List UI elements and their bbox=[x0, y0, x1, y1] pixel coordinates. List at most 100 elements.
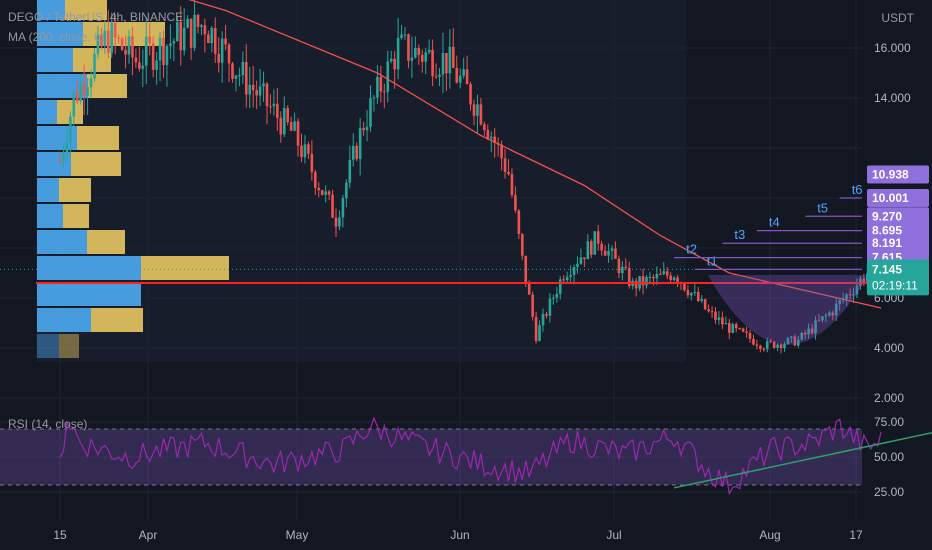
candle-down bbox=[179, 21, 183, 51]
candle-down bbox=[317, 187, 321, 191]
candle-up bbox=[441, 53, 445, 75]
candle-down bbox=[707, 309, 710, 312]
target-label-t2: t2 bbox=[686, 242, 697, 257]
candle-down bbox=[745, 331, 748, 333]
candle-up bbox=[410, 57, 414, 61]
candle-down bbox=[817, 320, 821, 322]
candle-down bbox=[269, 106, 272, 108]
target-label-t6: t6 bbox=[852, 182, 863, 197]
time-axis-tick: Jul bbox=[606, 528, 621, 542]
candle-up bbox=[258, 86, 262, 96]
candle-down bbox=[203, 25, 207, 35]
candle-down bbox=[534, 316, 538, 341]
candle-countdown-label: 02:19:11 bbox=[872, 278, 918, 292]
candle-up bbox=[241, 61, 245, 76]
candle-down bbox=[120, 38, 124, 50]
volume-profile-bar-up bbox=[37, 152, 71, 176]
volume-profile-bar-up bbox=[37, 0, 65, 20]
candle-down bbox=[517, 210, 521, 234]
candle-down bbox=[483, 124, 486, 130]
candle-down bbox=[148, 36, 151, 44]
candle-up bbox=[690, 292, 693, 296]
candle-up bbox=[358, 127, 362, 160]
candle-down bbox=[848, 294, 852, 296]
candle-down bbox=[286, 108, 289, 123]
candle-up bbox=[855, 285, 859, 295]
candle-up bbox=[210, 27, 214, 44]
rsi-line bbox=[59, 416, 882, 496]
candle-down bbox=[75, 92, 79, 102]
candle-up bbox=[814, 320, 817, 334]
candle-down bbox=[759, 345, 762, 349]
rsi-axis-tick: 50.00 bbox=[874, 450, 904, 464]
target-price-label: 10.001 bbox=[872, 191, 909, 205]
candle-down bbox=[107, 30, 110, 53]
candle-up bbox=[790, 336, 793, 339]
candle-down bbox=[320, 190, 324, 195]
candle-down bbox=[196, 14, 200, 27]
rsi-trendline bbox=[673, 431, 932, 489]
candle-down bbox=[728, 323, 731, 333]
candle-up bbox=[824, 315, 828, 317]
candle-down bbox=[676, 277, 679, 283]
candle-up bbox=[662, 271, 666, 275]
candle-up bbox=[72, 92, 76, 117]
candle-down bbox=[265, 83, 269, 107]
candle-down bbox=[710, 311, 714, 313]
candle-up bbox=[648, 276, 652, 278]
candle-down bbox=[307, 144, 310, 154]
candle-down bbox=[683, 283, 686, 291]
candle-up bbox=[351, 145, 355, 160]
candle-down bbox=[213, 27, 217, 54]
candle-down bbox=[162, 37, 165, 66]
candle-down bbox=[652, 276, 655, 279]
target-label-t1: t1 bbox=[707, 253, 718, 268]
candle-up bbox=[821, 316, 824, 321]
candle-down bbox=[793, 336, 797, 346]
candle-down bbox=[383, 91, 386, 93]
candle-up bbox=[834, 303, 838, 316]
candle-down bbox=[245, 61, 248, 95]
candle-up bbox=[476, 104, 479, 116]
candle-down bbox=[810, 328, 814, 334]
candle-down bbox=[748, 332, 752, 339]
candle-up bbox=[338, 217, 341, 227]
candle-up bbox=[86, 87, 89, 96]
candle-up bbox=[169, 43, 172, 46]
candle-up bbox=[569, 274, 572, 277]
volume-profile-bar-down bbox=[59, 178, 91, 202]
target-label-t5: t5 bbox=[817, 200, 828, 215]
candle-up bbox=[700, 299, 703, 301]
candle-down bbox=[545, 313, 548, 316]
candle-down bbox=[772, 341, 776, 348]
candle-down bbox=[207, 34, 210, 44]
candle-down bbox=[434, 76, 438, 78]
volume-profile-bar-down bbox=[141, 256, 229, 280]
candle-up bbox=[586, 241, 590, 260]
candle-up bbox=[807, 328, 810, 335]
candle-up bbox=[424, 52, 427, 62]
candle-down bbox=[831, 312, 835, 316]
volume-profile-bar-down bbox=[71, 152, 121, 176]
candle-up bbox=[645, 277, 648, 286]
time-axis: 15 Apr May Jun Jul Aug 17 bbox=[53, 528, 863, 542]
candle-up bbox=[462, 69, 465, 76]
candle-down bbox=[479, 104, 483, 125]
candle-down bbox=[755, 344, 759, 346]
candle-up bbox=[565, 276, 569, 281]
candle-up bbox=[172, 41, 176, 44]
candle-down bbox=[327, 191, 331, 195]
candle-up bbox=[555, 293, 559, 298]
candle-down bbox=[117, 37, 120, 39]
candle-down bbox=[276, 103, 279, 118]
volume-profile-bar-up bbox=[37, 230, 87, 254]
candle-down bbox=[596, 231, 600, 244]
candle-up bbox=[438, 74, 441, 77]
volume-profile-bar-up bbox=[37, 22, 83, 46]
candle-down bbox=[131, 36, 134, 58]
candle-down bbox=[738, 328, 741, 330]
candle-up bbox=[324, 191, 327, 195]
candle-down bbox=[251, 84, 255, 91]
chart-title: DEGO / TetherUS, 4h, BINANCE bbox=[8, 10, 184, 24]
